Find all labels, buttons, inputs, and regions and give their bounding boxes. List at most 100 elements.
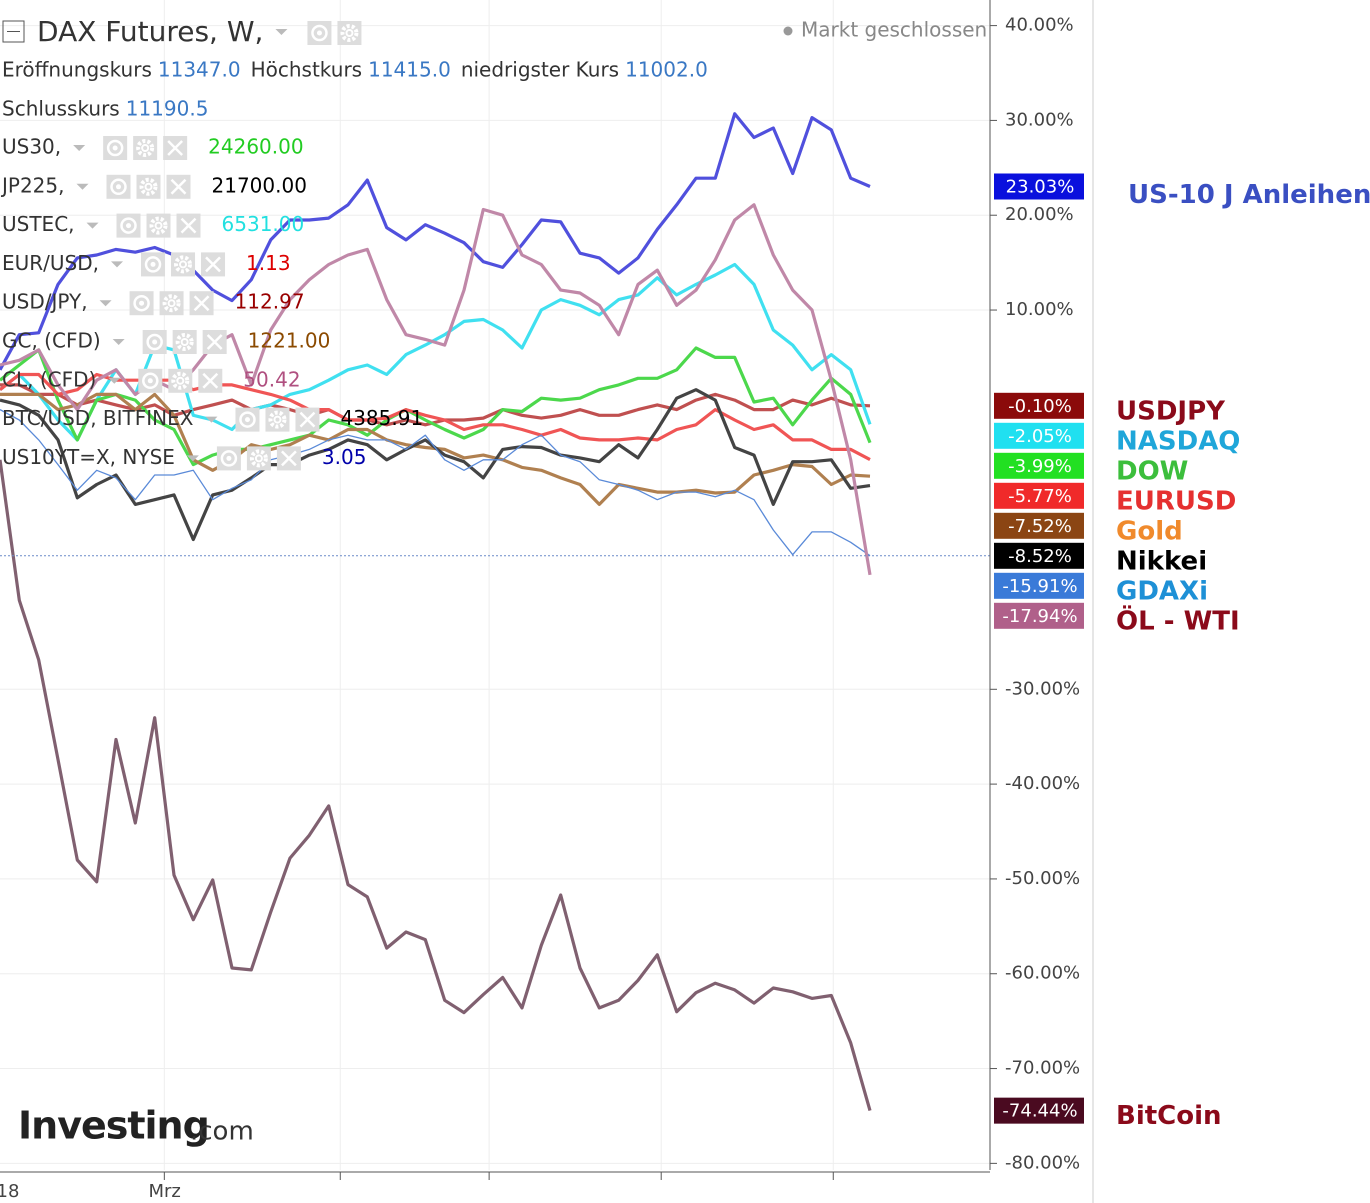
eye [152, 339, 158, 345]
grid [0, 0, 990, 1170]
eye-icon[interactable] [103, 136, 128, 160]
value-label-box [994, 572, 1084, 599]
y-tick-label: -50.00% [1005, 868, 1080, 889]
legend-label: ÖL - WTI [1116, 603, 1240, 636]
close-icon[interactable] [202, 330, 227, 354]
cross [180, 217, 197, 234]
close-icon[interactable] [295, 407, 320, 432]
gear-icon[interactable] [246, 446, 271, 471]
eye [120, 217, 137, 234]
eye-icon[interactable] [129, 291, 154, 316]
y-tick-label: -70.00% [1005, 1058, 1080, 1079]
gear [154, 221, 163, 230]
eye-icon[interactable] [216, 446, 241, 471]
gear-icon[interactable] [146, 213, 171, 238]
dropdown-arrow [205, 416, 218, 423]
eye [150, 261, 156, 267]
axis: 40.00% 30.00% 20.00% 10.00% -30.00% -40.00% -5… [0, 0, 1094, 1203]
collapse-icon[interactable] [2, 20, 25, 43]
eye-icon[interactable] [138, 368, 163, 393]
series-line [0, 346, 872, 467]
dropdown-arrow [108, 377, 121, 384]
series-line [0, 383, 871, 427]
eye-icon[interactable] [116, 213, 141, 238]
legend-label: US-10 J Anleihen [1128, 180, 1370, 210]
gear [162, 294, 181, 313]
gear-icon[interactable] [133, 136, 158, 160]
gear-icon[interactable] [168, 368, 193, 393]
series-line [0, 203, 872, 576]
symbol-value: 21700.00 [212, 173, 307, 197]
eye [139, 300, 145, 306]
gear-icon[interactable] [172, 330, 197, 354]
value-label-box [994, 542, 1084, 569]
gear-icon[interactable] [171, 252, 196, 277]
legend: DAX Futures, W, Markt geschlossen Eröffn… [0, 15, 987, 471]
close-icon[interactable] [276, 446, 301, 471]
cross [170, 178, 187, 195]
gear [345, 29, 354, 37]
eye [144, 256, 162, 273]
ohlc-value: 11415.0 [368, 58, 451, 82]
eye [126, 223, 132, 229]
eye-icon[interactable] [106, 174, 131, 199]
close-icon[interactable] [166, 174, 191, 199]
gear-icon[interactable] [136, 174, 161, 199]
gear-icon[interactable] [337, 21, 362, 45]
dropdown-arrow [186, 455, 199, 462]
close-icon[interactable] [176, 213, 201, 238]
gear [273, 415, 282, 424]
value-label: -17.94% [1002, 606, 1077, 627]
value-label: -74.44% [1002, 1101, 1077, 1122]
dropdown-arrow [86, 222, 99, 229]
eye [226, 455, 232, 461]
y-tick-label: 20.00% [1005, 204, 1074, 225]
eye-icon[interactable] [142, 330, 167, 354]
gear [174, 255, 193, 274]
symbol-value: 3.05 [322, 445, 367, 469]
close-icon[interactable] [201, 252, 226, 277]
ohlc-label: niedrigster Kurs [461, 58, 619, 82]
ohlc-label: Eröffnungskurs [2, 58, 152, 82]
cross [193, 295, 210, 312]
status-dot [783, 26, 793, 36]
gear [176, 376, 185, 385]
gear-icon[interactable] [159, 291, 184, 316]
cross [299, 411, 316, 428]
y-tick-label: 30.00% [1005, 109, 1074, 130]
gear [141, 144, 150, 152]
series-line [0, 409, 871, 557]
eye [146, 333, 163, 351]
eye-icon[interactable] [307, 21, 332, 45]
close-icon[interactable] [189, 291, 214, 316]
legend-label: USDJPY [1116, 396, 1226, 426]
value-label-box [994, 602, 1084, 629]
eye [110, 178, 127, 196]
legend-label: NASDAQ [1116, 426, 1240, 456]
gear [167, 299, 176, 308]
symbol-name: US10YT=X, NYSE [2, 445, 175, 469]
close-icon[interactable] [198, 368, 223, 393]
gear-icon[interactable] [265, 407, 290, 432]
value-label: -15.91% [1002, 576, 1077, 597]
value-label-box [994, 452, 1084, 479]
legend-label: BitCoin [1116, 1101, 1222, 1131]
ohlc-label: Schlusskurs [2, 97, 120, 121]
gear [136, 139, 155, 157]
cross [206, 334, 223, 350]
eye [142, 372, 159, 390]
eye [106, 139, 124, 157]
gear [175, 333, 194, 351]
gear [249, 449, 268, 468]
gear [179, 260, 188, 269]
dropdown-arrow [275, 29, 288, 35]
cross [167, 140, 184, 156]
legend-label: Nikkei [1116, 546, 1207, 576]
eye-icon[interactable] [235, 407, 260, 432]
value-label: 23.03% [1006, 176, 1075, 197]
gear [268, 410, 287, 429]
eye-icon[interactable] [141, 252, 166, 277]
value-label: -2.05% [1008, 426, 1072, 447]
close-icon[interactable] [163, 136, 188, 160]
